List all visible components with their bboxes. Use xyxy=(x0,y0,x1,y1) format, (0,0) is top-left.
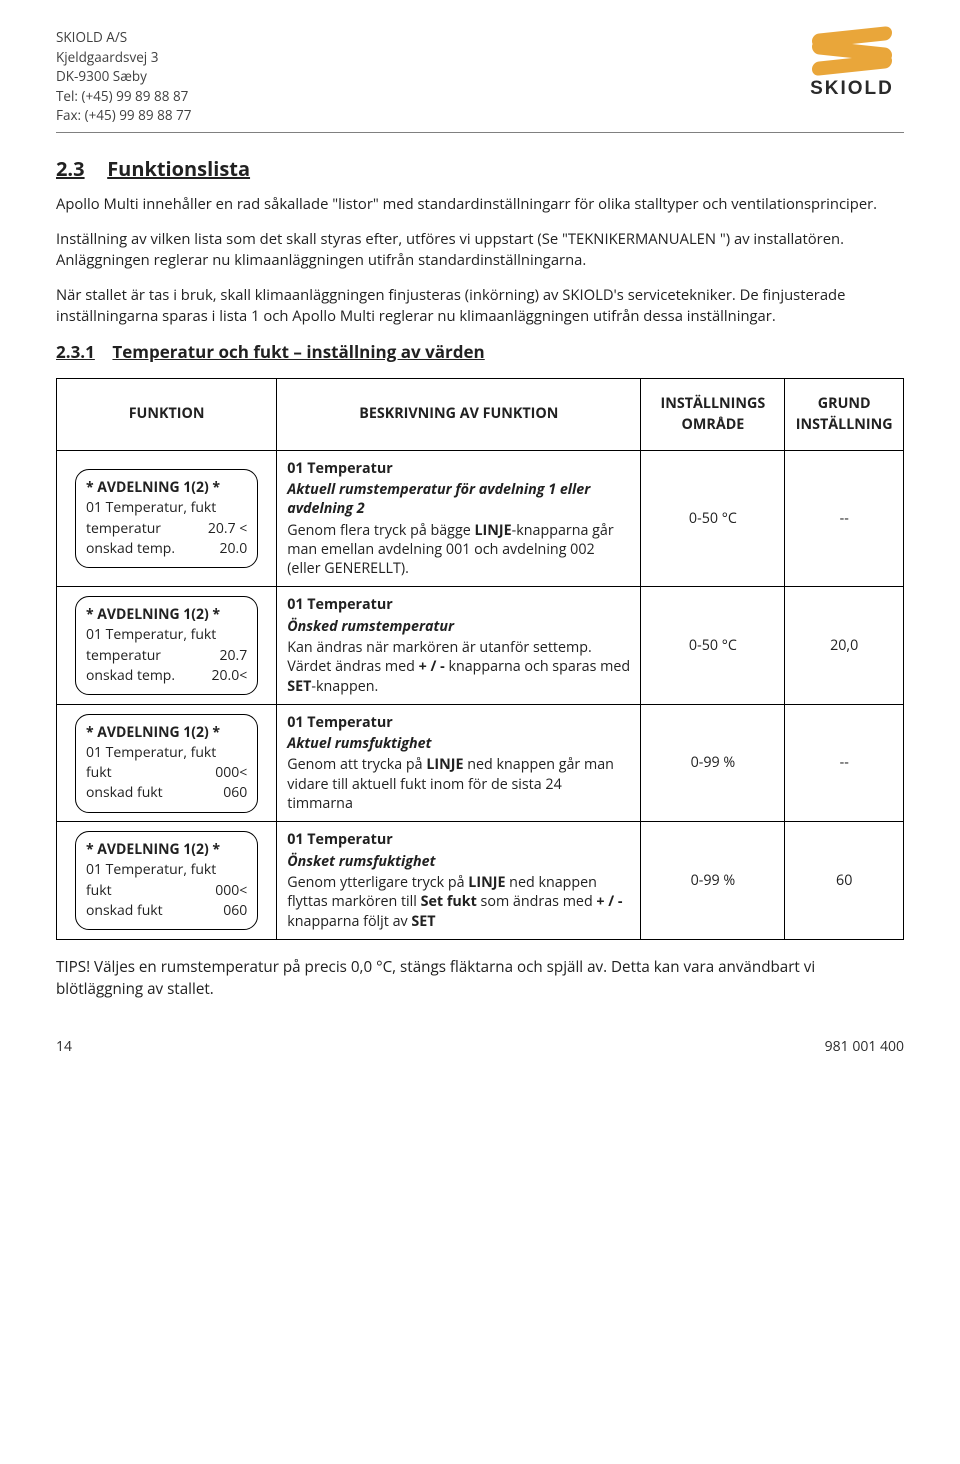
desc-subtitle: Aktuel rumsfuktighet xyxy=(287,734,630,753)
section-number: 2.3 xyxy=(56,155,102,182)
th-omrade-l2: OMRÅDE xyxy=(682,415,745,434)
page-number: 14 xyxy=(56,1038,72,1057)
logo-text: SKIOLD xyxy=(810,76,894,102)
funktion-cell: * AVDELNING 1(2) *01 Temperatur, fuktfuk… xyxy=(57,704,277,821)
subsection-number: 2.3.1 xyxy=(56,341,108,364)
tips-paragraph: TIPS! Väljes en rumstemperatur på precis… xyxy=(56,956,904,1000)
funktion-cell: * AVDELNING 1(2) *01 Temperatur, fukttem… xyxy=(57,450,277,587)
section-title: Funktionslista xyxy=(107,155,250,182)
panel-row-1: temperatur20.7 < xyxy=(86,519,247,539)
panel-row-1: fukt000< xyxy=(86,881,247,901)
default-cell: 60 xyxy=(785,822,904,939)
range-cell: 0-99 % xyxy=(641,704,785,821)
display-panel: * AVDELNING 1(2) *01 Temperatur, fuktfuk… xyxy=(75,831,258,930)
settings-table: FUNKTION BESKRIVNING AV FUNKTION INSTÄLL… xyxy=(56,378,904,940)
paragraph-2: Inställning av vilken lista som det skal… xyxy=(56,229,904,271)
th-grund: GRUND INSTÄLLNING xyxy=(785,378,904,450)
page-header: SKIOLD A/S Kjeldgaardsvej 3 DK-9300 Sæby… xyxy=(56,28,904,126)
beskrivning-cell: 01 Temperatur Önsked rumstemperatur Kan än… xyxy=(277,587,641,704)
display-panel: * AVDELNING 1(2) *01 Temperatur, fukttem… xyxy=(75,596,258,695)
range-cell: 0-50 °C xyxy=(641,587,785,704)
panel-row-2: onskad temp.20.0< xyxy=(86,666,247,686)
range-cell: 0-50 °C xyxy=(641,450,785,587)
panel-line2: 01 Temperatur, fukt xyxy=(86,743,247,763)
table-header: FUNKTION BESKRIVNING AV FUNKTION INSTÄLL… xyxy=(57,378,904,450)
funktion-cell: * AVDELNING 1(2) *01 Temperatur, fukttem… xyxy=(57,587,277,704)
table-row: * AVDELNING 1(2) *01 Temperatur, fuktfuk… xyxy=(57,822,904,939)
panel-row-2: onskad temp.20.0 xyxy=(86,539,247,559)
company-fax: Fax: (+45) 99 89 88 77 xyxy=(56,106,192,126)
range-cell: 0-99 % xyxy=(641,822,785,939)
desc-title: 01 Temperatur xyxy=(287,459,630,478)
default-cell: 20,0 xyxy=(785,587,904,704)
display-panel: * AVDELNING 1(2) *01 Temperatur, fukttem… xyxy=(75,469,258,568)
panel-line2: 01 Temperatur, fukt xyxy=(86,860,247,880)
panel-title: * AVDELNING 1(2) * xyxy=(86,605,247,625)
panel-line2: 01 Temperatur, fukt xyxy=(86,498,247,518)
desc-subtitle: Önsket rumsfuktighet xyxy=(287,852,630,871)
panel-row-2: onskad fukt060 xyxy=(86,901,247,921)
desc-subtitle: Önsked rumstemperatur xyxy=(287,617,630,636)
beskrivning-cell: 01 Temperatur Aktuell rumstemperatur för … xyxy=(277,450,641,587)
desc-title: 01 Temperatur xyxy=(287,713,630,732)
default-cell: -- xyxy=(785,704,904,821)
th-omrade-l1: INSTÄLLNINGS xyxy=(661,394,766,413)
subsection-heading: 2.3.1 Temperatur och fukt – inställning … xyxy=(56,341,904,364)
display-panel: * AVDELNING 1(2) *01 Temperatur, fuktfuk… xyxy=(75,714,258,813)
paragraph-1: Apollo Multi innehåller en rad såkallade… xyxy=(56,194,904,215)
paragraph-3: När stallet är tas i bruk, skall klimaan… xyxy=(56,285,904,327)
th-grund-l1: GRUND xyxy=(818,394,871,413)
th-funktion: FUNKTION xyxy=(57,378,277,450)
table-body: * AVDELNING 1(2) *01 Temperatur, fukttem… xyxy=(57,450,904,939)
desc-title: 01 Temperatur xyxy=(287,830,630,849)
panel-line2: 01 Temperatur, fukt xyxy=(86,625,247,645)
company-addr2: DK-9300 Sæby xyxy=(56,67,192,87)
header-divider xyxy=(56,132,904,133)
default-cell: -- xyxy=(785,450,904,587)
funktion-cell: * AVDELNING 1(2) *01 Temperatur, fuktfuk… xyxy=(57,822,277,939)
table-row: * AVDELNING 1(2) *01 Temperatur, fukttem… xyxy=(57,450,904,587)
beskrivning-cell: 01 Temperatur Aktuel rumsfuktighet Genom a… xyxy=(277,704,641,821)
desc-body: Genom flera tryck på bägge LINJE-knappar… xyxy=(287,521,630,579)
panel-row-1: fukt000< xyxy=(86,763,247,783)
desc-subtitle: Aktuell rumstemperatur för avdelning 1 e… xyxy=(287,480,630,519)
th-beskrivning: BESKRIVNING AV FUNKTION xyxy=(277,378,641,450)
desc-body: Genom att trycka på LINJE ned knappen gå… xyxy=(287,755,630,813)
beskrivning-cell: 01 Temperatur Önsket rumsfuktighet Genom y… xyxy=(277,822,641,939)
page-footer: 14 981 001 400 xyxy=(56,1038,904,1057)
panel-row-1: temperatur20.7 xyxy=(86,646,247,666)
section-heading: 2.3 Funktionslista xyxy=(56,155,904,182)
panel-title: * AVDELNING 1(2) * xyxy=(86,723,247,743)
subsection-title: Temperatur och fukt – inställning av vär… xyxy=(112,340,484,363)
company-name: SKIOLD A/S xyxy=(56,28,192,48)
desc-title: 01 Temperatur xyxy=(287,595,630,614)
th-grund-l2: INSTÄLLNING xyxy=(796,415,893,434)
logo-mark-icon xyxy=(806,28,898,74)
company-info: SKIOLD A/S Kjeldgaardsvej 3 DK-9300 Sæby… xyxy=(56,28,192,126)
table-row: * AVDELNING 1(2) *01 Temperatur, fukttem… xyxy=(57,587,904,704)
desc-body: Kan ändras när markören är utanför sette… xyxy=(287,638,630,696)
company-logo: SKIOLD xyxy=(806,28,898,102)
th-omrade: INSTÄLLNINGS OMRÅDE xyxy=(641,378,785,450)
company-tel: Tel: (+45) 99 89 88 87 xyxy=(56,87,192,107)
desc-body: Genom ytterligare tryck på LINJE ned kna… xyxy=(287,873,630,931)
panel-title: * AVDELNING 1(2) * xyxy=(86,840,247,860)
panel-title: * AVDELNING 1(2) * xyxy=(86,478,247,498)
table-row: * AVDELNING 1(2) *01 Temperatur, fuktfuk… xyxy=(57,704,904,821)
company-addr1: Kjeldgaardsvej 3 xyxy=(56,48,192,68)
doc-number: 981 001 400 xyxy=(825,1038,904,1057)
panel-row-2: onskad fukt060 xyxy=(86,783,247,803)
